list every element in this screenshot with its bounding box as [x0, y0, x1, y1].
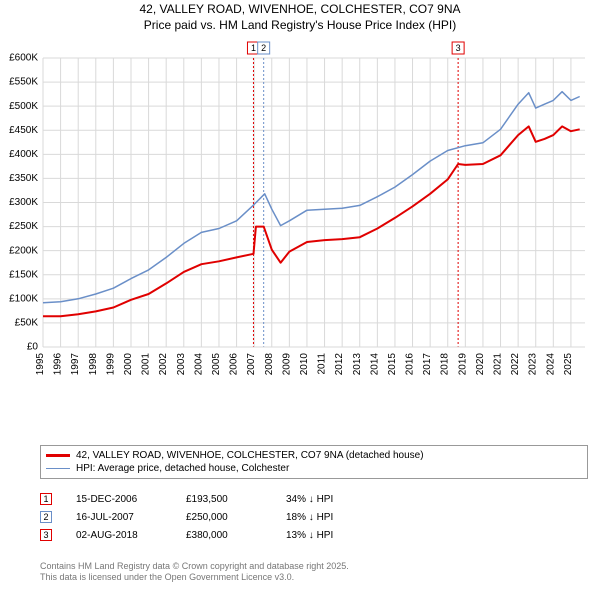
x-tick-label: 1997: [70, 353, 81, 376]
y-tick-label: £250K: [9, 221, 38, 232]
title-line-2: Price paid vs. HM Land Registry's House …: [0, 18, 600, 34]
x-tick-label: 2023: [528, 353, 539, 376]
x-tick-label: 2025: [563, 353, 574, 376]
series-hpi: [43, 92, 580, 303]
series-property: [43, 126, 580, 316]
y-tick-label: £350K: [9, 173, 38, 184]
sale-row: 3 02-AUG-2018£380,00013% ↓ HPI: [40, 526, 386, 544]
x-tick-label: 2012: [334, 353, 345, 376]
legend-swatch: [46, 468, 70, 470]
legend-item: 42, VALLEY ROAD, WIVENHOE, COLCHESTER, C…: [46, 449, 582, 462]
sale-hpi: 13% ↓ HPI: [286, 530, 386, 541]
sale-price: £250,000: [186, 512, 286, 523]
x-tick-label: 1998: [88, 353, 99, 376]
sale-hpi: 18% ↓ HPI: [286, 512, 386, 523]
sale-row: 1 15-DEC-2006£193,50034% ↓ HPI: [40, 490, 386, 508]
sale-marker: 1: [40, 493, 52, 505]
x-tick-label: 1999: [105, 353, 116, 376]
y-tick-label: £200K: [9, 245, 38, 256]
x-tick-label: 2014: [369, 353, 380, 376]
sale-marker: 3: [40, 529, 52, 541]
sale-price: £380,000: [186, 530, 286, 541]
y-tick-label: £100K: [9, 293, 38, 304]
y-tick-label: £450K: [9, 125, 38, 136]
x-tick-label: 2016: [405, 353, 416, 376]
sale-date: 15-DEC-2006: [76, 494, 186, 505]
x-tick-label: 2021: [493, 353, 504, 376]
y-tick-label: £150K: [9, 269, 38, 280]
sale-marker-number: 3: [456, 43, 461, 53]
x-tick-label: 2017: [422, 353, 433, 376]
y-tick-label: £400K: [9, 149, 38, 160]
line-chart: £0£50K£100K£150K£200K£250K£300K£350K£400…: [40, 40, 588, 395]
legend-item: HPI: Average price, detached house, Colc…: [46, 462, 582, 475]
sale-row: 2 16-JUL-2007£250,00018% ↓ HPI: [40, 508, 386, 526]
sale-price: £193,500: [186, 494, 286, 505]
sale-date: 16-JUL-2007: [76, 512, 186, 523]
x-tick-label: 2022: [510, 353, 521, 376]
footer-line-1: Contains HM Land Registry data © Crown c…: [40, 561, 349, 573]
sale-hpi: 34% ↓ HPI: [286, 494, 386, 505]
legend-swatch: [46, 454, 70, 457]
chart-title: 42, VALLEY ROAD, WIVENHOE, COLCHESTER, C…: [0, 0, 600, 33]
x-tick-label: 1995: [35, 353, 46, 376]
sale-marker: 2: [40, 511, 52, 523]
sale-marker-number: 1: [251, 43, 256, 53]
x-tick-label: 2024: [545, 353, 556, 376]
x-tick-label: 2013: [352, 353, 363, 376]
x-tick-label: 2009: [281, 353, 292, 376]
x-tick-label: 2020: [475, 353, 486, 376]
x-tick-label: 2000: [123, 353, 134, 376]
y-tick-label: £600K: [9, 53, 38, 64]
x-tick-label: 2005: [211, 353, 222, 376]
x-tick-label: 1996: [53, 353, 64, 376]
sale-date: 02-AUG-2018: [76, 530, 186, 541]
y-tick-label: £550K: [9, 77, 38, 88]
x-tick-label: 2002: [158, 353, 169, 376]
legend-label: HPI: Average price, detached house, Colc…: [76, 463, 289, 474]
legend: 42, VALLEY ROAD, WIVENHOE, COLCHESTER, C…: [40, 445, 588, 479]
x-tick-label: 2019: [457, 353, 468, 376]
x-tick-label: 2015: [387, 353, 398, 376]
x-tick-label: 2008: [264, 353, 275, 376]
chart-area: £0£50K£100K£150K£200K£250K£300K£350K£400…: [40, 40, 588, 395]
y-tick-label: £0: [27, 342, 39, 353]
sales-table: 1 15-DEC-2006£193,50034% ↓ HPI 2 16-JUL-200…: [40, 490, 386, 544]
footer-attribution: Contains HM Land Registry data © Crown c…: [40, 561, 349, 584]
footer-line-2: This data is licensed under the Open Gov…: [40, 572, 349, 584]
x-tick-label: 2011: [317, 353, 328, 375]
x-tick-label: 2001: [141, 353, 152, 376]
y-tick-label: £500K: [9, 101, 38, 112]
legend-label: 42, VALLEY ROAD, WIVENHOE, COLCHESTER, C…: [76, 450, 424, 461]
x-tick-label: 2018: [440, 353, 451, 376]
title-line-1: 42, VALLEY ROAD, WIVENHOE, COLCHESTER, C…: [0, 2, 600, 18]
y-tick-label: £300K: [9, 197, 38, 208]
x-tick-label: 2004: [193, 353, 204, 376]
x-tick-label: 2007: [246, 353, 257, 376]
y-tick-label: £50K: [15, 318, 39, 329]
sale-marker-number: 2: [261, 43, 266, 53]
x-tick-label: 2010: [299, 353, 310, 376]
x-tick-label: 2006: [229, 353, 240, 376]
x-tick-label: 2003: [176, 353, 187, 376]
